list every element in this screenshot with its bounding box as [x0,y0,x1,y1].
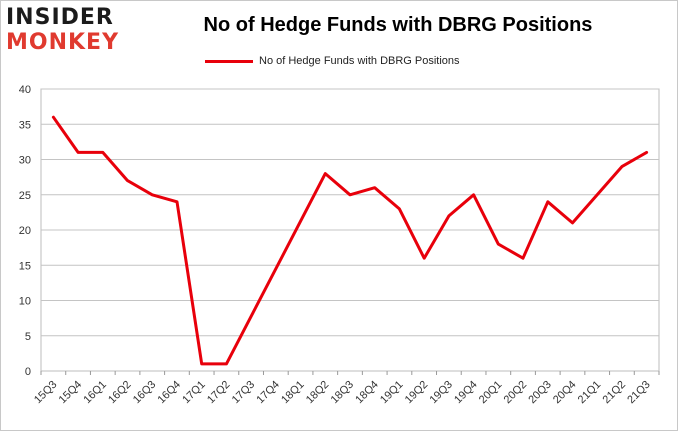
logo-line-2: MONKEY [6,30,120,55]
x-tick-label: 21Q3 [625,379,653,407]
series-line [51,115,649,366]
y-tick-label: 40 [19,84,31,96]
y-tick-label: 30 [19,155,31,167]
x-tick-label: 16Q4 [156,379,184,407]
y-tick-label: 10 [19,296,31,308]
x-tick-label: 17Q1 [180,379,208,407]
x-tick-label: 19Q3 [427,379,455,407]
x-tick-label: 16Q2 [106,379,134,407]
y-tick-label: 25 [19,190,31,202]
x-tick-label: 21Q1 [576,379,604,407]
x-tick-label: 17Q2 [205,379,233,407]
x-tick-label: 20Q3 [526,379,554,407]
x-tick-label: 16Q1 [81,379,109,407]
y-tick-label: 35 [19,119,31,131]
x-tick-label: 19Q4 [452,379,480,407]
x-tick-label: 18Q1 [279,379,307,407]
x-tick-label: 17Q3 [230,379,258,407]
y-tick-label: 5 [25,331,31,343]
chart-title: No of Hedge Funds with DBRG Positions [203,14,593,36]
legend-label: No of Hedge Funds with DBRG Positions [259,55,460,67]
legend-swatch [205,59,253,63]
x-tick-label: 17Q4 [254,379,282,407]
insider-monkey-logo: INSIDER MONKEY [6,6,126,58]
x-tick-label: 19Q2 [403,379,431,407]
y-tick-label: 0 [25,366,31,378]
x-tick-label: 19Q1 [378,379,406,407]
x-tick-label: 18Q2 [304,379,332,407]
logo-line-1: INSIDER [6,5,114,30]
y-tick-label: 20 [19,225,31,237]
y-tick-label: 15 [19,260,31,272]
x-tick-label: 15Q4 [57,379,85,407]
x-tick-label: 20Q1 [477,379,505,407]
x-tick-label: 20Q2 [502,379,530,407]
x-tick-label: 21Q2 [601,379,629,407]
x-tick-label: 16Q3 [131,379,159,407]
x-tick-label: 18Q4 [353,379,381,407]
x-tick-label: 18Q3 [329,379,357,407]
x-tick-label: 15Q3 [32,379,60,407]
legend: No of Hedge Funds with DBRG Positions [205,52,460,70]
x-tick-label: 20Q4 [551,379,579,407]
